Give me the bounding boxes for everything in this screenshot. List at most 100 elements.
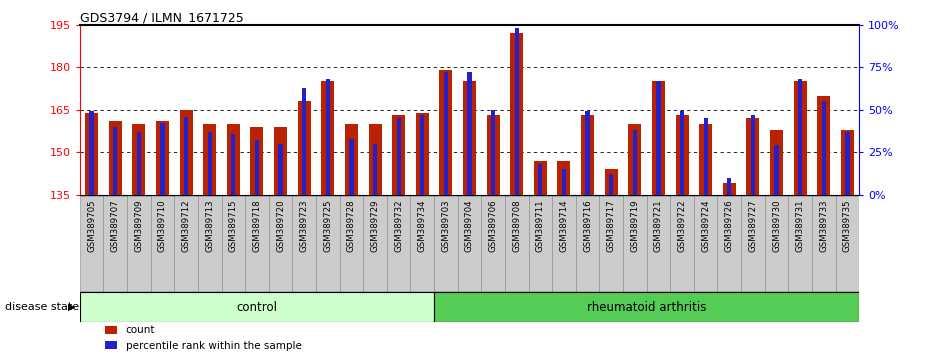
Text: GSM389734: GSM389734	[418, 200, 426, 252]
Bar	[434, 195, 457, 292]
Bar	[727, 178, 731, 195]
Text: GSM389710: GSM389710	[158, 200, 167, 252]
Text: GSM389714: GSM389714	[560, 200, 568, 252]
Bar	[647, 195, 670, 292]
Text: control: control	[237, 301, 277, 314]
Bar	[302, 88, 306, 195]
Bar	[534, 161, 546, 195]
Bar	[723, 183, 736, 195]
Bar	[316, 195, 340, 292]
Bar	[652, 81, 665, 195]
Bar	[457, 195, 482, 292]
Text: GSM389716: GSM389716	[583, 200, 593, 252]
Bar	[623, 195, 647, 292]
Bar	[175, 195, 198, 292]
Text: GSM389719: GSM389719	[630, 200, 639, 252]
Bar	[817, 96, 830, 195]
Bar	[599, 195, 623, 292]
Bar	[387, 195, 410, 292]
Bar	[340, 195, 363, 292]
Bar	[680, 112, 685, 195]
Bar	[793, 81, 807, 195]
Bar	[822, 101, 826, 195]
Text: GSM389735: GSM389735	[843, 200, 852, 252]
Bar	[585, 112, 590, 195]
Legend: count, percentile rank within the sample: count, percentile rank within the sample	[100, 321, 306, 354]
Bar	[292, 195, 316, 292]
Text: GSM389711: GSM389711	[536, 200, 545, 252]
Bar	[703, 118, 708, 195]
Bar	[764, 195, 789, 292]
Bar	[227, 124, 239, 195]
Bar	[576, 195, 599, 292]
Bar	[368, 124, 381, 195]
Bar	[349, 139, 354, 195]
Bar	[633, 130, 637, 195]
Bar	[770, 130, 783, 195]
Text: GSM389729: GSM389729	[371, 200, 379, 252]
Bar	[812, 195, 836, 292]
Bar	[538, 164, 543, 195]
Text: GSM389723: GSM389723	[300, 200, 309, 252]
Bar	[109, 121, 122, 195]
Bar	[675, 115, 688, 195]
Bar	[373, 144, 377, 195]
Text: GSM389730: GSM389730	[772, 200, 781, 252]
Text: ▶: ▶	[68, 302, 75, 312]
Bar	[700, 124, 712, 195]
Bar	[486, 115, 500, 195]
Bar	[89, 112, 94, 195]
Bar	[410, 195, 434, 292]
Bar	[444, 72, 448, 195]
Text: GSM389727: GSM389727	[748, 200, 758, 252]
Bar	[321, 81, 334, 195]
Bar	[562, 169, 566, 195]
Bar	[558, 161, 571, 195]
Text: GSM389703: GSM389703	[441, 200, 451, 252]
Bar	[841, 130, 854, 195]
Bar	[552, 195, 576, 292]
Bar	[245, 195, 269, 292]
Text: GSM389728: GSM389728	[346, 200, 356, 252]
Bar	[505, 195, 529, 292]
Bar	[836, 195, 859, 292]
Bar	[137, 132, 141, 195]
Text: GSM389709: GSM389709	[134, 200, 144, 252]
Bar	[741, 195, 764, 292]
Bar	[80, 195, 103, 292]
Bar	[269, 195, 292, 292]
Bar	[628, 124, 641, 195]
Text: rheumatoid arthritis: rheumatoid arthritis	[587, 301, 706, 314]
Bar	[463, 81, 476, 195]
Text: GSM389733: GSM389733	[819, 200, 828, 252]
Text: GSM389718: GSM389718	[253, 200, 261, 252]
Text: GSM389705: GSM389705	[87, 200, 96, 252]
Bar	[80, 292, 434, 322]
Bar	[298, 101, 311, 195]
Text: GDS3794 / ILMN_1671725: GDS3794 / ILMN_1671725	[80, 11, 243, 24]
Text: GSM389706: GSM389706	[488, 200, 498, 252]
Bar	[656, 81, 660, 195]
Bar	[694, 195, 717, 292]
Bar	[789, 195, 812, 292]
Text: GSM389726: GSM389726	[725, 200, 733, 252]
Text: GSM389717: GSM389717	[607, 200, 616, 252]
Text: disease state: disease state	[5, 302, 79, 312]
Bar	[198, 195, 222, 292]
Bar	[161, 123, 164, 195]
Bar	[274, 127, 287, 195]
Bar	[103, 195, 127, 292]
Bar	[482, 195, 505, 292]
Bar	[251, 127, 264, 195]
Bar	[279, 144, 283, 195]
Bar	[416, 113, 429, 195]
Bar	[491, 110, 495, 195]
Bar	[184, 116, 188, 195]
Bar	[363, 195, 387, 292]
Bar	[670, 195, 694, 292]
Bar	[439, 70, 453, 195]
Text: GSM389712: GSM389712	[181, 200, 191, 252]
Bar	[515, 28, 519, 195]
Bar	[150, 195, 175, 292]
Text: GSM389707: GSM389707	[111, 200, 120, 252]
